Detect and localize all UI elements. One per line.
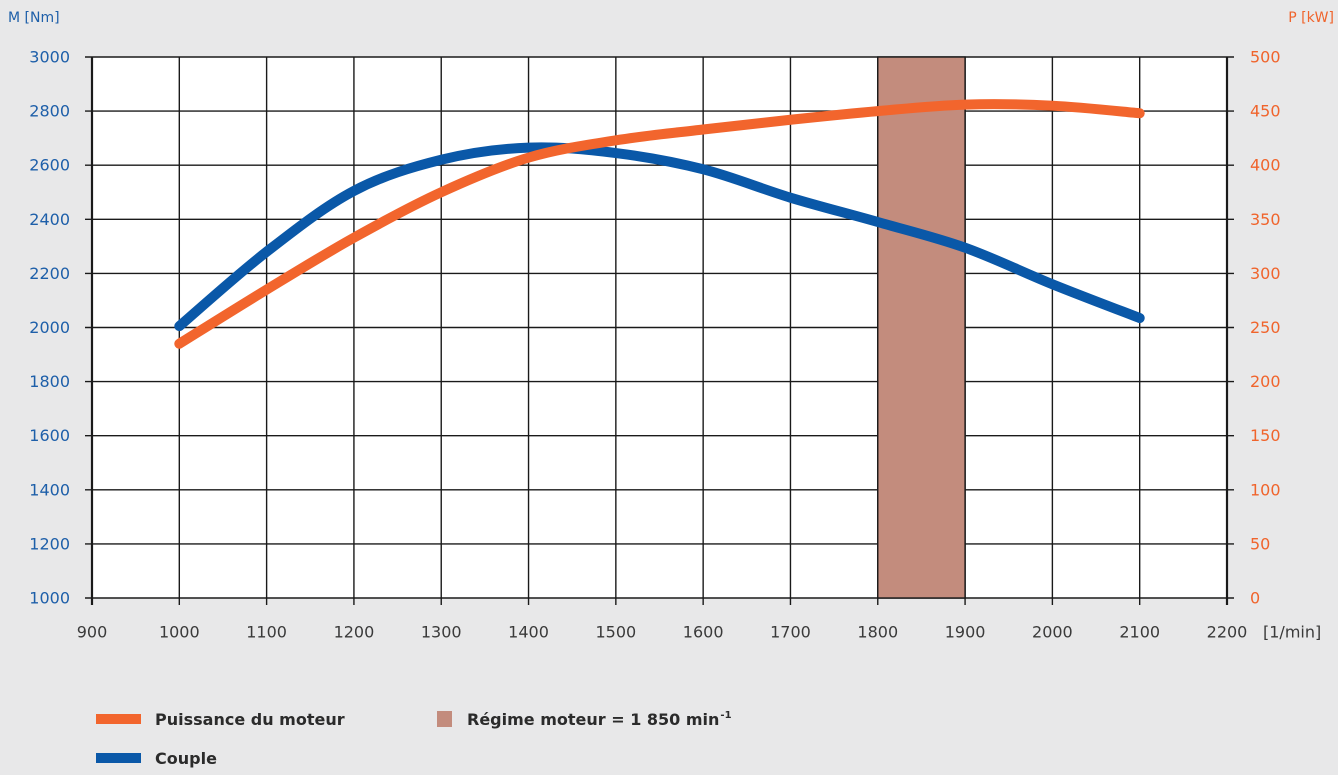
y2-tick-label: 0 — [1250, 589, 1260, 608]
x-tick-label: 1800 — [857, 623, 898, 642]
x-tick-label: 2000 — [1032, 623, 1073, 642]
legend-item-torque: Couple — [96, 747, 217, 769]
x-tick-label: 1200 — [334, 623, 375, 642]
y2-tick-label: 350 — [1250, 210, 1281, 229]
x-tick-label: 2200 — [1207, 623, 1248, 642]
legend-swatch-torque — [96, 753, 141, 763]
y-tick-label: 2600 — [29, 156, 70, 175]
x-tick-label: 2100 — [1119, 623, 1160, 642]
y2-tick-label: 100 — [1250, 480, 1281, 499]
x-tick-label: 1900 — [945, 623, 986, 642]
y-tick-label: 1600 — [29, 426, 70, 445]
legend-item-engine-speed: Régime moteur = 1 850 min-1 — [437, 708, 732, 730]
y-tick-label: 3000 — [29, 48, 70, 67]
legend-swatch-power — [96, 714, 141, 724]
legend-label-engine-speed-exponent: -1 — [720, 709, 732, 721]
y-tick-label: 2800 — [29, 102, 70, 121]
legend-label-torque: Couple — [155, 748, 217, 768]
y2-tick-label: 250 — [1250, 318, 1281, 337]
y-axis-title: M [Nm] — [8, 10, 60, 26]
y-tick-label: 2000 — [29, 318, 70, 337]
x-tick-label: 900 — [77, 623, 108, 642]
highlight-band-layer — [877, 56, 966, 599]
legend-label-engine-speed-text: Régime moteur = 1 850 min — [467, 709, 720, 729]
x-tick-label: 1400 — [508, 623, 549, 642]
y2-tick-label: 450 — [1250, 102, 1281, 121]
x-tick-label: 1500 — [595, 623, 636, 642]
series-layer — [174, 99, 1145, 349]
y-tick-label: 1000 — [29, 589, 70, 608]
y2-tick-label: 400 — [1250, 156, 1281, 175]
x-tick-label: 1700 — [770, 623, 811, 642]
y-tick-label: 2200 — [29, 264, 70, 283]
y-tick-label: 2400 — [29, 210, 70, 229]
x-tick-label: 1100 — [246, 623, 287, 642]
y2-axis-title: P [kW] — [1288, 10, 1334, 26]
y-tick-label: 1200 — [29, 534, 70, 553]
torque-curve-line — [174, 142, 1145, 332]
y-tick-label: 1400 — [29, 480, 70, 499]
engine-performance-chart: 3000280026002400220020001800160014001200… — [8, 10, 1334, 642]
y-tick-label: 1800 — [29, 372, 70, 391]
y2-tick-label: 50 — [1250, 534, 1270, 553]
x-tick-label: 1600 — [683, 623, 724, 642]
y2-tick-label: 150 — [1250, 426, 1281, 445]
legend-label-engine-speed: Régime moteur = 1 850 min-1 — [467, 710, 732, 729]
y2-tick-label: 500 — [1250, 48, 1281, 67]
x-tick-label: 1300 — [421, 623, 462, 642]
legend-item-power: Puissance du moteur — [96, 708, 345, 730]
highlight-band — [877, 56, 966, 599]
y2-tick-label: 200 — [1250, 372, 1281, 391]
y2-tick-label: 300 — [1250, 264, 1281, 283]
legend-label-power: Puissance du moteur — [155, 709, 345, 729]
x-axis-unit-label: [1/min] — [1263, 623, 1321, 642]
power-curve-line — [174, 99, 1145, 349]
legend-swatch-engine-speed — [437, 711, 452, 727]
tick-labels: 3000280026002400220020001800160014001200… — [29, 48, 1280, 642]
x-tick-label: 1000 — [159, 623, 200, 642]
